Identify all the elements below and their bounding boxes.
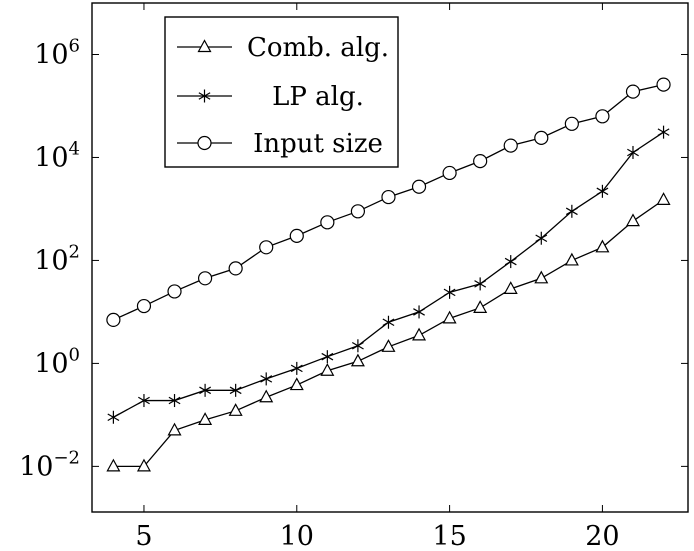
- data-point-input-size: [289, 228, 304, 243]
- legend-label-lp-alg: LP alg.: [272, 82, 364, 112]
- legend-marker-comb-alg: [197, 39, 212, 53]
- star-marker-stroke: [107, 413, 120, 422]
- series-layer: [106, 77, 671, 472]
- data-point-lp-alg: [413, 305, 425, 319]
- data-point-lp-alg: [138, 394, 150, 408]
- star-marker-stroke: [535, 234, 548, 242]
- star-marker-stroke: [321, 352, 334, 361]
- data-point-comb-alg: [564, 252, 579, 266]
- legend-label-input-size: Input size: [253, 129, 383, 159]
- data-point-input-size: [350, 204, 366, 219]
- legend-marker-input-size: [197, 135, 212, 151]
- data-point-lp-alg: [229, 383, 242, 397]
- legend-marker-lp-alg: [198, 89, 211, 103]
- star-marker-stroke: [138, 396, 150, 405]
- data-point-lp-alg: [168, 394, 181, 408]
- star-marker-stroke: [474, 280, 487, 288]
- data-point-input-size: [197, 271, 213, 286]
- data-point-input-size: [136, 298, 152, 314]
- data-point-lp-alg: [474, 277, 487, 291]
- data-point-lp-alg: [596, 184, 609, 198]
- data-point-comb-alg: [167, 422, 182, 436]
- data-point-input-size: [167, 284, 182, 299]
- star-marker-stroke: [290, 364, 303, 373]
- star-marker-stroke: [657, 128, 670, 136]
- legend-label-comb-alg: Comb. alg.: [247, 33, 389, 63]
- data-point-comb-alg: [595, 239, 610, 253]
- data-point-lp-alg: [565, 204, 578, 218]
- data-point-input-size: [473, 153, 488, 169]
- data-point-comb-alg: [625, 213, 640, 227]
- y-tick-label: 106: [34, 35, 80, 70]
- star-marker-stroke: [443, 288, 456, 297]
- data-point-input-size: [656, 77, 671, 92]
- star-marker-stroke: [382, 318, 395, 327]
- star-marker-stroke: [229, 386, 242, 395]
- star-marker-stroke: [198, 92, 211, 100]
- data-point-lp-alg: [443, 285, 456, 299]
- data-point-comb-alg: [442, 310, 457, 324]
- star-marker-stroke: [168, 396, 181, 405]
- series-line-lp-alg: [113, 131, 664, 418]
- data-point-comb-alg: [289, 377, 304, 391]
- data-point-lp-alg: [260, 372, 273, 386]
- star-marker-stroke: [627, 148, 639, 157]
- x-tick-label: 15: [432, 521, 466, 551]
- data-point-input-size: [595, 109, 610, 124]
- legend: Comb. alg. LP alg. Input size: [164, 16, 399, 168]
- star-marker-stroke: [413, 308, 425, 316]
- data-point-comb-alg: [381, 339, 396, 352]
- data-point-input-size: [381, 189, 396, 205]
- data-point-input-size: [564, 116, 579, 131]
- y-tick-label: 104: [34, 138, 80, 173]
- data-point-input-size: [106, 312, 121, 327]
- x-tick-label: 5: [135, 521, 152, 551]
- star-marker-stroke: [199, 386, 212, 395]
- star-marker-stroke: [351, 342, 364, 350]
- star-marker-stroke: [504, 257, 517, 266]
- data-point-input-size: [534, 130, 549, 145]
- data-point-comb-alg: [198, 412, 213, 425]
- star-marker-stroke: [260, 375, 273, 383]
- data-point-lp-alg: [107, 410, 120, 424]
- data-point-input-size: [503, 138, 518, 153]
- y-tick-label: 102: [34, 241, 80, 276]
- data-point-input-size: [625, 84, 641, 99]
- data-point-lp-alg: [535, 231, 548, 245]
- data-point-comb-alg: [106, 458, 121, 472]
- plot-frame: [91, 2, 689, 513]
- data-point-input-size: [228, 261, 243, 276]
- data-point-comb-alg: [228, 403, 243, 416]
- data-point-lp-alg: [321, 350, 334, 364]
- data-point-input-size: [411, 179, 427, 194]
- series-line-comb-alg: [113, 199, 664, 468]
- data-point-comb-alg: [503, 281, 518, 294]
- data-point-lp-alg: [382, 315, 395, 329]
- data-point-comb-alg: [534, 270, 549, 284]
- star-marker-stroke: [565, 207, 578, 216]
- x-tick-label: 10: [280, 521, 314, 551]
- data-point-lp-alg: [504, 255, 517, 269]
- data-point-lp-alg: [290, 361, 303, 375]
- data-point-comb-alg: [350, 353, 365, 367]
- y-tick-label: 10−2: [19, 447, 80, 482]
- axis-ticks: 5 10 15 20 10−2 100 102 104 106: [19, 3, 688, 551]
- data-point-input-size: [320, 215, 335, 230]
- data-point-input-size: [442, 165, 457, 181]
- data-point-lp-alg: [351, 339, 364, 353]
- data-point-lp-alg: [657, 125, 670, 139]
- data-point-comb-alg: [656, 192, 671, 205]
- data-point-lp-alg: [199, 383, 212, 397]
- data-point-comb-alg: [320, 362, 335, 376]
- data-point-comb-alg: [473, 300, 488, 313]
- data-point-input-size: [259, 240, 274, 255]
- x-tick-label: 20: [585, 521, 619, 551]
- data-point-comb-alg: [259, 389, 274, 403]
- data-point-comb-alg: [412, 327, 427, 341]
- data-point-lp-alg: [627, 145, 639, 159]
- data-point-comb-alg: [136, 458, 151, 472]
- star-marker-stroke: [596, 187, 609, 196]
- y-tick-label: 100: [34, 344, 80, 379]
